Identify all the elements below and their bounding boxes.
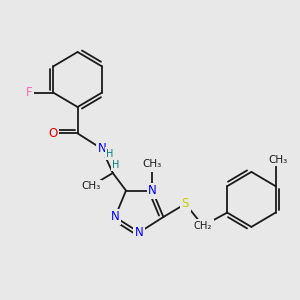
Text: S: S [182,197,189,210]
Text: N: N [98,142,106,155]
Text: F: F [26,86,32,99]
Text: H: H [106,149,113,159]
Text: CH₃: CH₃ [81,181,101,191]
Text: CH₂: CH₂ [194,221,212,231]
Text: H: H [112,160,119,170]
Text: N: N [135,226,144,239]
Text: N: N [111,211,119,224]
Text: O: O [49,127,58,140]
Text: N: N [148,158,157,171]
Text: CH₃: CH₃ [143,159,162,169]
Text: CH₃: CH₃ [268,155,287,165]
Text: N: N [148,184,157,197]
